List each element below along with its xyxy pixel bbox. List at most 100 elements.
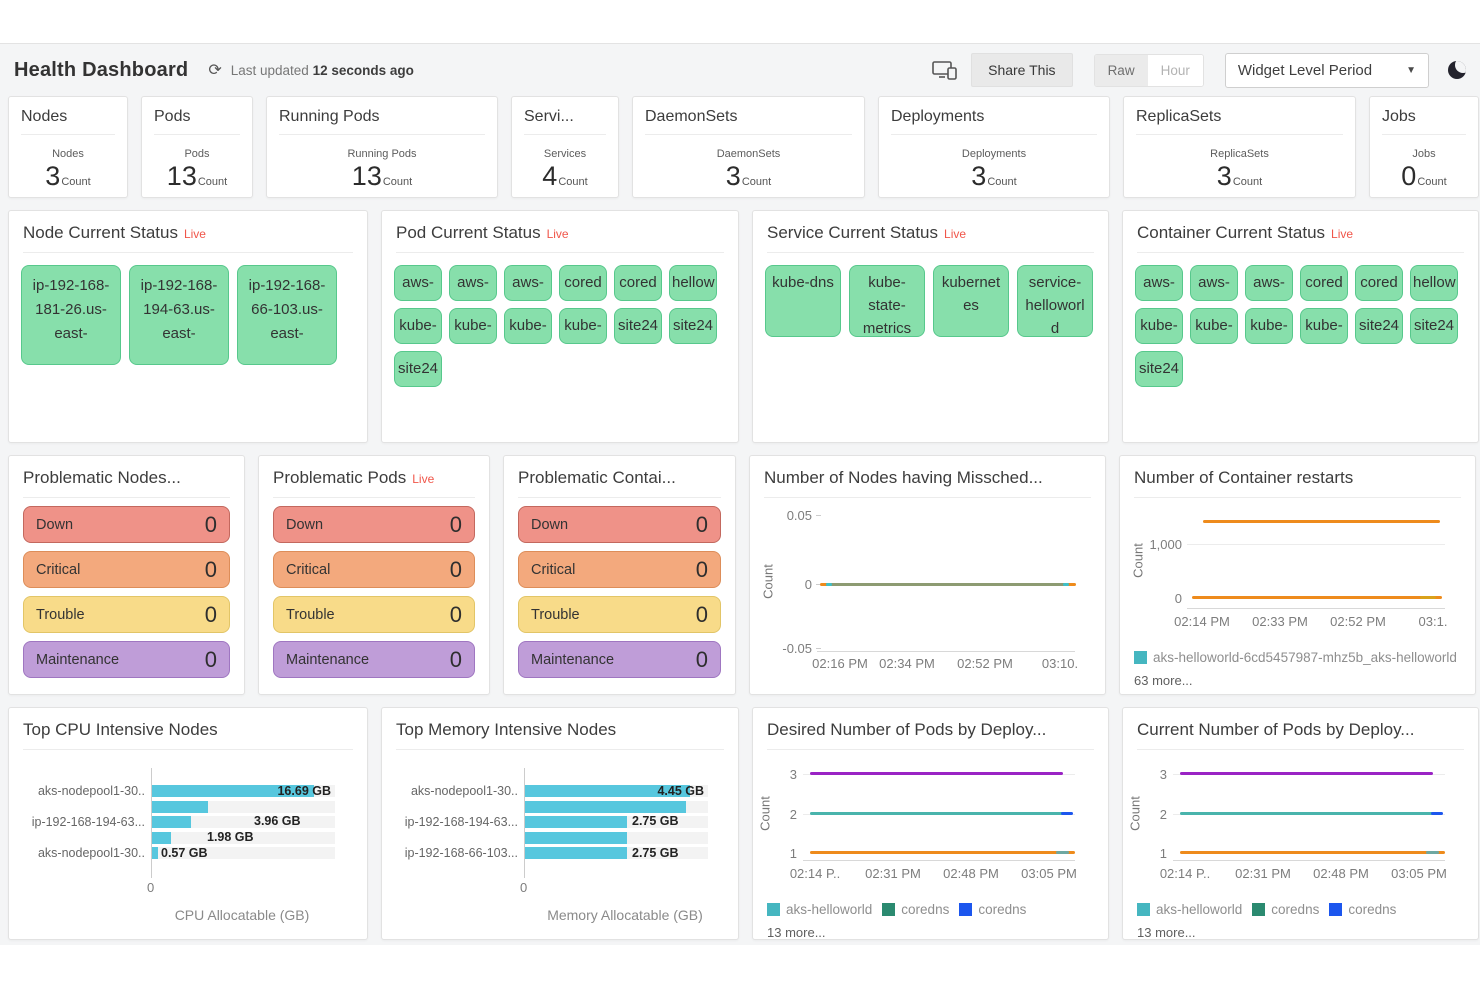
legend-item[interactable]: coredns <box>1252 902 1319 917</box>
pod-chip[interactable]: kube- <box>449 308 497 344</box>
service-chip[interactable]: kubernetes <box>933 265 1009 337</box>
pod-chip[interactable]: aws- <box>504 265 552 301</box>
share-this-button[interactable]: Share This <box>971 53 1073 87</box>
pod-chip[interactable]: site24 <box>394 351 442 387</box>
legend-more-link[interactable]: 13 more... <box>1137 925 1196 940</box>
status-row-critical[interactable]: Critical 0 <box>23 551 230 588</box>
stat-card-jobs[interactable]: Jobs Jobs 0Count <box>1369 96 1479 198</box>
container-chip[interactable]: hellow <box>1410 265 1458 301</box>
container-chip[interactable]: kube- <box>1245 308 1293 344</box>
toggle-raw[interactable]: Raw <box>1094 54 1148 86</box>
status-row-trouble[interactable]: Trouble 0 <box>23 596 230 633</box>
container-chip[interactable]: aws- <box>1135 265 1183 301</box>
y-tick: 2 <box>1159 807 1167 822</box>
service-chip[interactable]: kube-dns <box>765 265 841 337</box>
status-row-down[interactable]: Down 0 <box>23 506 230 543</box>
live-badge: Live <box>546 227 569 241</box>
live-badge: Live <box>412 472 435 486</box>
container-chip[interactable]: site24 <box>1355 308 1403 344</box>
pod-chip[interactable]: hellow <box>669 265 717 301</box>
status-row-maintenance[interactable]: Maintenance 0 <box>518 641 721 678</box>
bar-track <box>152 816 335 828</box>
pod-chip[interactable]: kube- <box>559 308 607 344</box>
widget-title: Problematic Contai... <box>518 456 721 498</box>
status-row-critical[interactable]: Critical 0 <box>518 551 721 588</box>
widget-container-restarts-chart: Number of Container restarts Count 1,000… <box>1119 455 1476 695</box>
node-chip[interactable]: ip-192-168-181-26.us-east- <box>21 265 121 365</box>
status-row-trouble[interactable]: Trouble 0 <box>518 596 721 633</box>
bar[interactable] <box>152 785 315 797</box>
bar[interactable] <box>152 801 209 813</box>
stat-card-services[interactable]: Servi... Services 4Count <box>511 96 619 198</box>
bar[interactable] <box>525 832 627 844</box>
last-updated-value: 12 seconds ago <box>312 62 414 78</box>
devices-icon[interactable] <box>932 60 958 80</box>
status-row-trouble[interactable]: Trouble 0 <box>273 596 475 633</box>
widget-level-period-dropdown[interactable]: Widget Level Period ▼ <box>1224 52 1429 88</box>
pod-chip[interactable]: cored <box>614 265 662 301</box>
bar[interactable] <box>525 801 686 813</box>
widget-pod-current-status: Pod Current Status Live aws- aws- aws- co… <box>381 210 739 443</box>
bar-category-label: aks-nodepool1-30.. <box>37 846 145 860</box>
pod-chip[interactable]: cored <box>559 265 607 301</box>
pod-chip[interactable]: site24 <box>614 308 662 344</box>
bar[interactable] <box>525 816 627 828</box>
stat-card-running-pods[interactable]: Running Pods Running Pods 13Count <box>266 96 498 198</box>
legend-item[interactable]: coredns <box>959 902 1026 917</box>
bar-track <box>525 785 708 797</box>
container-chip[interactable]: site24 <box>1410 308 1458 344</box>
refresh-icon[interactable]: ⟳ <box>208 62 222 79</box>
pod-chip[interactable]: kube- <box>394 308 442 344</box>
pod-chip[interactable]: kube- <box>504 308 552 344</box>
status-row-critical[interactable]: Critical 0 <box>273 551 475 588</box>
legend-item[interactable]: aks-helloworld <box>1137 902 1242 917</box>
bar[interactable] <box>152 847 158 859</box>
container-chip[interactable]: cored <box>1300 265 1348 301</box>
stat-value: 3Count <box>725 161 772 191</box>
bar[interactable] <box>525 847 627 859</box>
node-chip[interactable]: ip-192-168-194-63.us-east- <box>129 265 229 365</box>
toggle-hour[interactable]: Hour <box>1147 54 1203 86</box>
status-row-down[interactable]: Down 0 <box>518 506 721 543</box>
line-series-purple <box>1180 772 1433 775</box>
container-chip[interactable]: kube- <box>1135 308 1183 344</box>
container-chip[interactable]: site24 <box>1135 351 1183 387</box>
legend-item[interactable]: aks-helloworld-6cd5457987-mhz5b_aks-hell… <box>1134 650 1457 665</box>
stat-value: 13Count <box>351 161 413 191</box>
container-chip[interactable]: kube- <box>1190 308 1238 344</box>
legend-item[interactable]: coredns <box>1329 902 1396 917</box>
legend-more-link[interactable]: 63 more... <box>1134 673 1193 688</box>
line-series-zero <box>1192 596 1442 599</box>
stat-card-nodes[interactable]: Nodes Nodes 3Count <box>8 96 128 198</box>
legend-swatch <box>1137 903 1150 916</box>
service-chip[interactable]: kube-state-metrics <box>849 265 925 337</box>
legend-item[interactable]: aks-helloworld <box>767 902 872 917</box>
container-chip[interactable]: cored <box>1355 265 1403 301</box>
stat-card-replicasets[interactable]: ReplicaSets ReplicaSets 3Count <box>1123 96 1356 198</box>
container-chip[interactable]: aws- <box>1190 265 1238 301</box>
status-row-maintenance[interactable]: Maintenance 0 <box>23 641 230 678</box>
stat-sublabel: Jobs <box>1412 148 1436 160</box>
container-chip[interactable]: kube- <box>1300 308 1348 344</box>
stat-card-deployments[interactable]: Deployments Deployments 3Count <box>878 96 1110 198</box>
status-row-down[interactable]: Down 0 <box>273 506 475 543</box>
legend-more-link[interactable]: 13 more... <box>767 925 826 940</box>
pod-chip[interactable]: aws- <box>394 265 442 301</box>
pod-chip[interactable]: site24 <box>669 308 717 344</box>
bar[interactable] <box>525 785 690 797</box>
chart-legend: aks-helloworld coredns coredns <box>1137 902 1396 917</box>
node-chip[interactable]: ip-192-168-66-103.us-east- <box>237 265 337 365</box>
legend-item[interactable]: coredns <box>882 902 949 917</box>
stat-card-pods[interactable]: Pods Pods 13Count <box>141 96 253 198</box>
container-chip[interactable]: aws- <box>1245 265 1293 301</box>
y-tick: 2 <box>789 807 797 822</box>
service-chip[interactable]: service-helloworld <box>1017 265 1093 337</box>
bar[interactable] <box>152 816 191 828</box>
pod-chip[interactable]: aws- <box>449 265 497 301</box>
x-axis-label: Memory Allocatable (GB) <box>547 907 703 923</box>
y-tick: 3 <box>1159 767 1167 782</box>
stat-card-daemonsets[interactable]: DaemonSets DaemonSets 3Count <box>632 96 865 198</box>
bar[interactable] <box>152 832 172 844</box>
dark-mode-moon-icon[interactable] <box>1448 61 1466 79</box>
status-row-maintenance[interactable]: Maintenance 0 <box>273 641 475 678</box>
